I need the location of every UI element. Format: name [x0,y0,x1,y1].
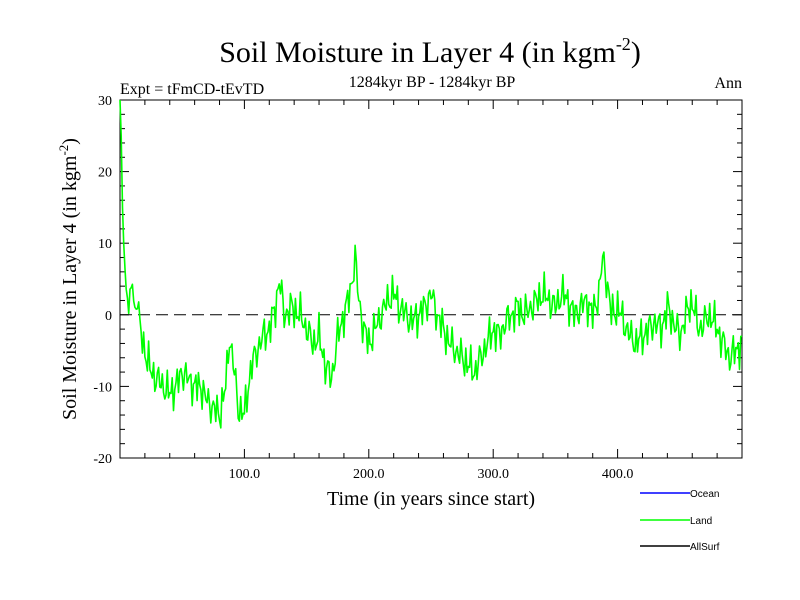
chart-subtitle: 1284kyr BP - 1284kyr BP [349,74,516,91]
axis-ticks [120,100,742,458]
legend-label-land: Land [690,516,712,527]
series-line-land [119,99,743,429]
y-tick-label: 0 [105,309,112,324]
chart-title-main: Soil Moisture in Layer 4 (in kgm [219,36,616,69]
x-tick-label: 300.0 [477,467,509,482]
legend-label-ocean: Ocean [690,489,719,500]
expt-label: Expt = tFmCD-tEvTD [120,81,264,98]
chart-title: Soil Moisture in Layer 4 (in kgm-2) [219,34,641,69]
x-tick-label: 200.0 [353,467,385,482]
season-label: Ann [714,75,742,92]
y-axis-label-main: Soil Moisture in Layer 4 (in kgm [59,155,81,420]
x-axis-label: Time (in years since start) [327,488,535,510]
y-tick-label: -10 [93,380,112,395]
plot-area-frame [119,99,743,459]
axis-tick-labels: 100.0 200.0 300.0 400.0 -20 -10 0 10 20 30 [93,94,633,482]
y-axis-label-close: ) [59,138,81,145]
chart-title-sup: -2 [616,34,631,54]
y-axis-label-sup: -2 [56,145,71,156]
y-tick-label: 30 [98,94,112,109]
y-axis-label: Soil Moisture in Layer 4 (in kgm-2) [56,138,81,420]
y-tick-label: -20 [93,452,112,467]
y-tick-label: 10 [98,237,112,252]
legend-label-allsurf: AllSurf [690,542,720,553]
x-tick-label: 400.0 [602,467,634,482]
y-tick-label: 20 [98,166,112,181]
x-tick-label: 100.0 [229,467,261,482]
chart-title-close: ) [631,36,641,69]
legend: Ocean Land AllSurf [640,489,720,553]
